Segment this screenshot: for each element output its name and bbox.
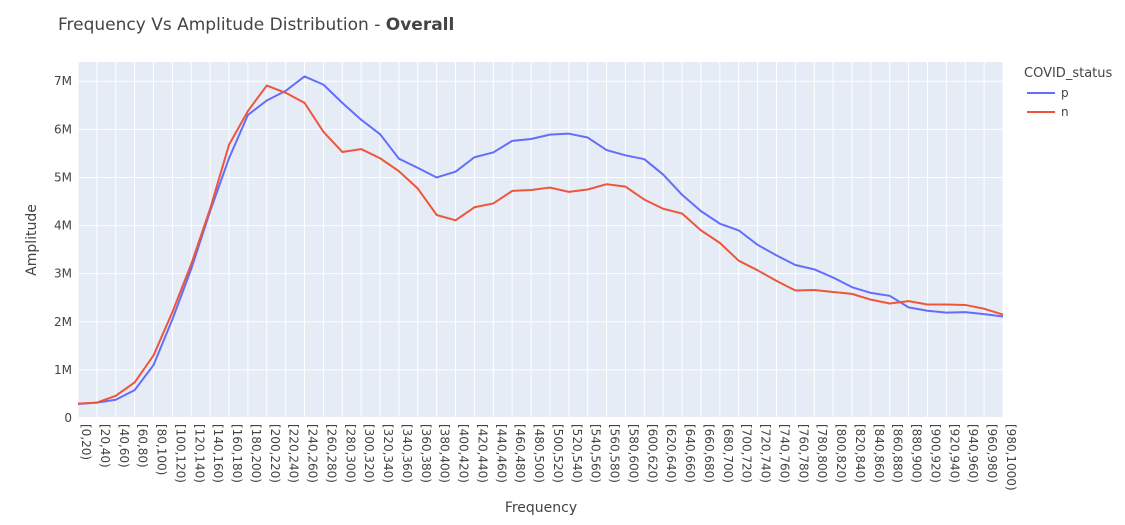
x-tick-label: [480,500) — [532, 424, 546, 483]
legend: COVID_status pn — [1024, 66, 1112, 119]
x-tick-label: [80,100) — [155, 424, 169, 475]
x-tick-label: [920,940) — [947, 424, 961, 483]
x-tick-label: [980,1000) — [1004, 424, 1018, 491]
x-tick-label: [160,180) — [230, 424, 244, 483]
x-tick-label: [780,800) — [815, 424, 829, 483]
legend-title: COVID_status — [1024, 66, 1112, 81]
x-tick-label: [960,980) — [985, 424, 999, 483]
x-tick-label: [440,460) — [494, 424, 508, 483]
x-tick-label: [140,160) — [211, 424, 225, 483]
y-tick-label: 0 — [64, 411, 72, 425]
x-tick-label: [540,560) — [589, 424, 603, 483]
x-tick-label: [900,920) — [928, 424, 942, 483]
x-tick-label: [200,220) — [268, 424, 282, 483]
x-tick-label: [260,280) — [324, 424, 338, 483]
x-tick-label: [380,400) — [438, 424, 452, 483]
grid-lines — [77, 62, 1004, 419]
x-tick-label: [600,620) — [645, 424, 659, 483]
x-tick-label: [800,820) — [834, 424, 848, 483]
series-lines — [77, 75, 1004, 406]
y-tick-label: 2M — [54, 315, 72, 329]
series-line-n — [77, 84, 1004, 405]
x-tick-label: [320,340) — [381, 424, 395, 483]
x-tick-label: [620,640) — [664, 424, 678, 483]
x-tick-label: [240,260) — [306, 424, 320, 483]
y-tick-label: 5M — [54, 170, 72, 184]
y-tick-label: 3M — [54, 267, 72, 281]
y-axis-ticks: 0 1M 2M 3M 4M 5M 6M 7M — [54, 74, 72, 425]
x-tick-label: [760,780) — [796, 424, 810, 483]
y-tick-label: 4M — [54, 219, 72, 233]
x-tick-label: [820,840) — [853, 424, 867, 483]
x-tick-label: [560,580) — [608, 424, 622, 483]
legend-items: pn — [1027, 86, 1069, 119]
chart-title-bold: Overall — [386, 15, 455, 35]
y-tick-label: 1M — [54, 363, 72, 377]
x-tick-label: [460,480) — [513, 424, 527, 483]
x-tick-label: [220,240) — [287, 424, 301, 483]
x-tick-label: [420,440) — [475, 424, 489, 483]
y-tick-label: 7M — [54, 74, 72, 88]
x-axis-title: Frequency — [505, 500, 577, 516]
chart-title: Frequency Vs Amplitude Distribution - Ov… — [58, 15, 454, 35]
legend-label-n: n — [1061, 105, 1069, 119]
x-tick-label: [280,300) — [343, 424, 357, 483]
x-tick-label: [720,740) — [759, 424, 773, 483]
x-tick-label: [500,520) — [551, 424, 565, 483]
series-line-p — [77, 75, 1004, 406]
x-tick-label: [860,880) — [891, 424, 905, 483]
x-tick-label: [580,600) — [626, 424, 640, 483]
x-tick-label: [840,860) — [872, 424, 886, 483]
x-tick-label: [360,380) — [419, 424, 433, 483]
chart-title-text: Frequency Vs Amplitude Distribution - — [58, 15, 386, 35]
x-tick-label: [0,20) — [79, 424, 93, 460]
x-tick-label: [880,900) — [910, 424, 924, 483]
x-tick-label: [120,140) — [192, 424, 206, 483]
x-tick-label: [180,200) — [249, 424, 263, 483]
y-tick-label: 6M — [54, 122, 72, 136]
x-tick-label: [660,680) — [702, 424, 716, 483]
x-tick-label: [60,80) — [136, 424, 150, 468]
x-tick-label: [680,700) — [721, 424, 735, 483]
x-tick-label: [520,540) — [570, 424, 584, 483]
x-tick-label: [40,60) — [117, 424, 131, 468]
x-tick-label: [340,360) — [400, 424, 414, 483]
x-tick-label: [700,720) — [740, 424, 754, 483]
x-tick-label: [400,420) — [457, 424, 471, 483]
plot-area — [78, 62, 1003, 418]
y-axis-title: Amplitude — [24, 204, 40, 276]
x-tick-label: [20,40) — [98, 424, 112, 468]
legend-label-p: p — [1061, 86, 1069, 100]
x-tick-label: [740,760) — [777, 424, 791, 483]
x-tick-label: [640,660) — [683, 424, 697, 483]
x-axis-ticks: [0,20) [20,40) [40,60) [60,80) [80,100) [100,… — [79, 424, 1018, 491]
x-tick-label: [100,120) — [173, 424, 187, 483]
x-tick-label: [300,320) — [362, 424, 376, 483]
x-tick-label: [940,960) — [966, 424, 980, 483]
